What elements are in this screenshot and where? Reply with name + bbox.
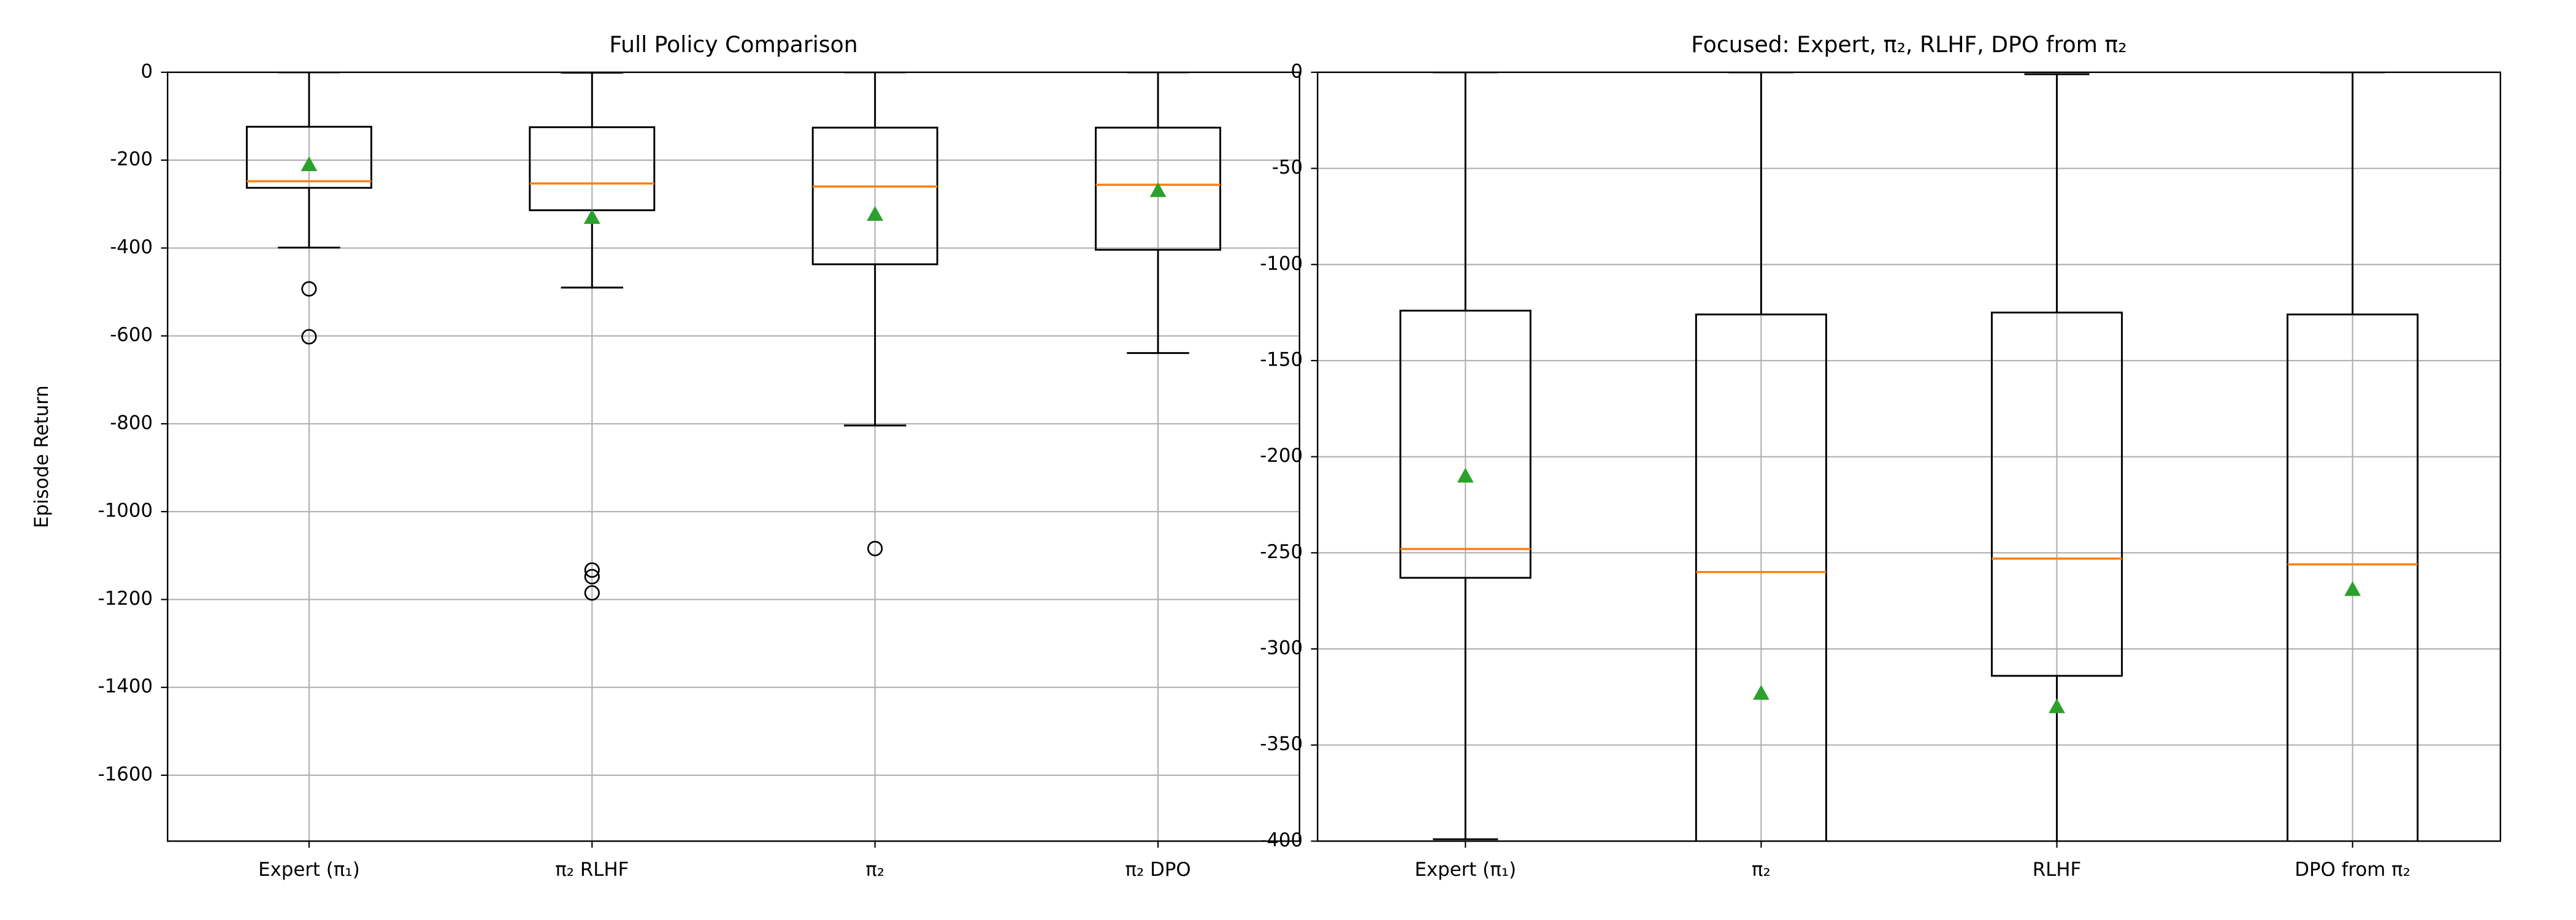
y-tick-label: -1600	[98, 763, 153, 785]
y-tick-label: 0	[140, 60, 153, 82]
axes-frame	[167, 71, 1300, 842]
y-tick-label: -150	[1260, 348, 1303, 370]
flier	[584, 562, 600, 578]
mean-marker	[1753, 684, 1769, 700]
mean-marker	[867, 205, 884, 221]
x-tick-label: π₂ RLHF	[555, 859, 629, 881]
y-tick-label: -200	[1260, 445, 1303, 467]
y-tick-label: -350	[1260, 733, 1303, 755]
y-tick-label: -250	[1260, 541, 1303, 563]
y-tick-label: -100	[1260, 253, 1303, 275]
y-tick-label: -400	[110, 236, 153, 258]
box	[811, 126, 938, 266]
mean-marker	[1457, 467, 1474, 483]
plot-area	[245, 72, 1222, 841]
y-tick-label: -400	[1260, 829, 1303, 851]
y-tick-label: -600	[110, 324, 153, 346]
y-tick-label: -1200	[98, 588, 153, 610]
x-tick-label: Expert (π₁)	[258, 859, 360, 881]
y-tick-label: -50	[1272, 156, 1303, 178]
x-tick-label: Expert (π₁)	[1414, 859, 1516, 881]
box	[1095, 126, 1222, 251]
flier	[867, 540, 883, 556]
box	[2287, 313, 2419, 841]
y-tick-label: -1000	[98, 500, 153, 522]
y-tick-label: -200	[110, 148, 153, 171]
x-tick-label: RLHF	[2033, 859, 2081, 881]
mean-marker	[1149, 182, 1167, 197]
mean-marker	[2049, 698, 2065, 713]
x-tick-label: π₂	[865, 859, 884, 881]
axes-frame	[1317, 71, 2501, 842]
x-tick-label: DPO from π₂	[2294, 859, 2410, 881]
flier	[584, 569, 600, 585]
box	[1399, 309, 1531, 579]
x-tick-label: π₂ DPO	[1125, 859, 1190, 881]
y-axis-label: Episode Return	[31, 385, 53, 528]
flier	[584, 585, 600, 601]
box	[1695, 313, 1827, 841]
chart-title: Full Policy Comparison	[609, 31, 857, 58]
flier	[301, 281, 317, 297]
box	[245, 126, 372, 189]
panel: Full Policy Comparison Episode Return 0 -20…	[31, 31, 1300, 881]
y-tick-label: 0	[1290, 60, 1303, 82]
mean-marker	[583, 209, 600, 224]
flier	[301, 329, 317, 345]
plot-area	[1399, 72, 2419, 841]
y-tick-label: -1400	[98, 675, 153, 697]
box	[1991, 312, 2123, 677]
panel: Focused: Expert, π₂, RLHF, DPO from π₂ 0 -…	[1260, 31, 2501, 881]
mean-marker	[301, 156, 318, 171]
y-tick-label: -300	[1260, 637, 1303, 659]
y-tick-label: -800	[110, 412, 153, 434]
mean-marker	[2344, 581, 2361, 596]
chart-title: Focused: Expert, π₂, RLHF, DPO from π₂	[1691, 31, 2127, 58]
x-tick-label: π₂	[1752, 859, 1771, 881]
